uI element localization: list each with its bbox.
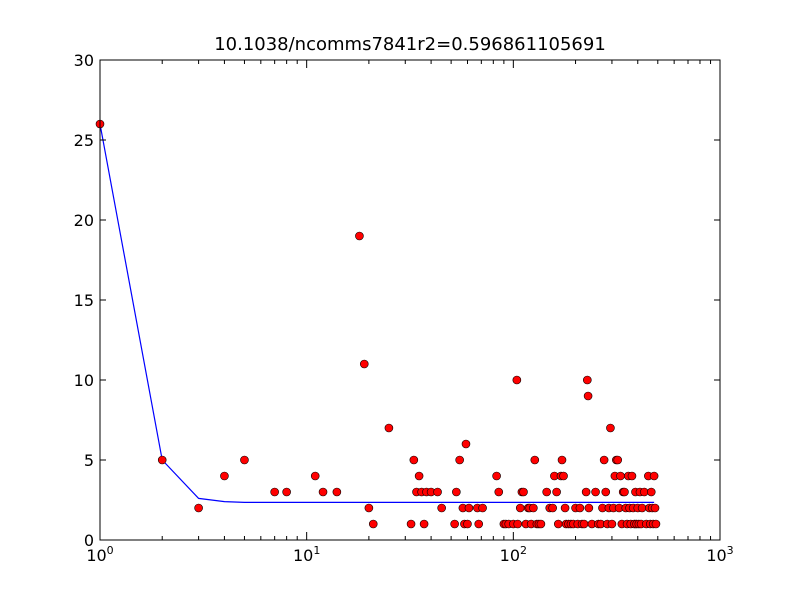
- data-point: [616, 471, 625, 481]
- data-point: [464, 503, 474, 513]
- data-point: [512, 375, 522, 385]
- data-point: [478, 503, 487, 513]
- plot-frame: [99, 59, 721, 541]
- y-tick-label: 5: [84, 451, 94, 470]
- data-point: [519, 487, 528, 497]
- data-point: [620, 487, 629, 497]
- data-point: [437, 503, 446, 513]
- data-point: [529, 503, 538, 513]
- data-point: [581, 487, 591, 497]
- data-point: [452, 487, 461, 497]
- data-point: [455, 455, 464, 465]
- data-point: [599, 455, 609, 465]
- data-point: [368, 519, 378, 529]
- data-point: [409, 455, 419, 465]
- y-tick-label: 10: [74, 371, 94, 390]
- data-point: [530, 455, 540, 465]
- data-point: [557, 455, 567, 465]
- data-point: [474, 519, 484, 529]
- data-point: [591, 487, 600, 497]
- data-point: [579, 519, 589, 529]
- data-point: [627, 471, 637, 481]
- y-tick-label: 30: [74, 51, 94, 70]
- data-point: [384, 423, 394, 433]
- data-point: [548, 503, 557, 513]
- data-point: [461, 439, 471, 449]
- data-point: [584, 503, 594, 513]
- x-tick-label: 101: [293, 544, 320, 565]
- data-point: [583, 391, 593, 401]
- data-point: [157, 455, 167, 465]
- data-point: [583, 375, 592, 385]
- data-point: [419, 519, 429, 529]
- data-point: [494, 487, 504, 497]
- data-point: [601, 487, 611, 497]
- data-point: [332, 487, 342, 497]
- data-point: [536, 519, 546, 529]
- data-point: [194, 503, 203, 513]
- data-point: [433, 487, 442, 497]
- data-point: [575, 503, 585, 513]
- x-tick-label: 102: [500, 544, 527, 565]
- y-tick-label: 20: [74, 211, 94, 230]
- y-tick-label: 25: [74, 131, 94, 150]
- data-point: [270, 487, 279, 497]
- data-point: [364, 503, 374, 513]
- data-point: [649, 471, 659, 481]
- data-point: [542, 487, 551, 497]
- data-point: [220, 471, 229, 481]
- data-point: [318, 487, 328, 497]
- data-point: [240, 455, 249, 465]
- data-point: [650, 503, 660, 513]
- data-point: [646, 487, 656, 497]
- y-tick-label: 15: [74, 291, 94, 310]
- x-tick-label: 100: [86, 544, 113, 565]
- data-point: [613, 455, 623, 465]
- data-point: [414, 471, 424, 481]
- x-tick-label: 103: [706, 544, 733, 565]
- y-tick-label: 0: [84, 531, 94, 550]
- data-point: [282, 487, 291, 497]
- data-point: [513, 519, 523, 529]
- data-point: [450, 519, 459, 529]
- axis-ticks: [99, 59, 721, 541]
- data-point: [515, 503, 525, 513]
- data-point: [310, 471, 320, 481]
- data-point: [492, 471, 501, 481]
- data-point: [606, 423, 615, 433]
- data-point: [637, 503, 647, 513]
- data-point: [359, 359, 369, 369]
- data-point: [355, 231, 364, 241]
- plot-area: [95, 119, 661, 529]
- data-point: [559, 471, 568, 481]
- data-point: [463, 519, 472, 529]
- data-point: [651, 519, 661, 529]
- data-point: [553, 519, 563, 529]
- fit-line: [99, 123, 655, 503]
- data-point: [607, 519, 617, 529]
- data-point: [552, 487, 561, 497]
- chart-title: 10.1038/ncomms7841r2=0.596861105691: [214, 34, 606, 55]
- data-point: [406, 519, 416, 529]
- data-point: [560, 503, 570, 513]
